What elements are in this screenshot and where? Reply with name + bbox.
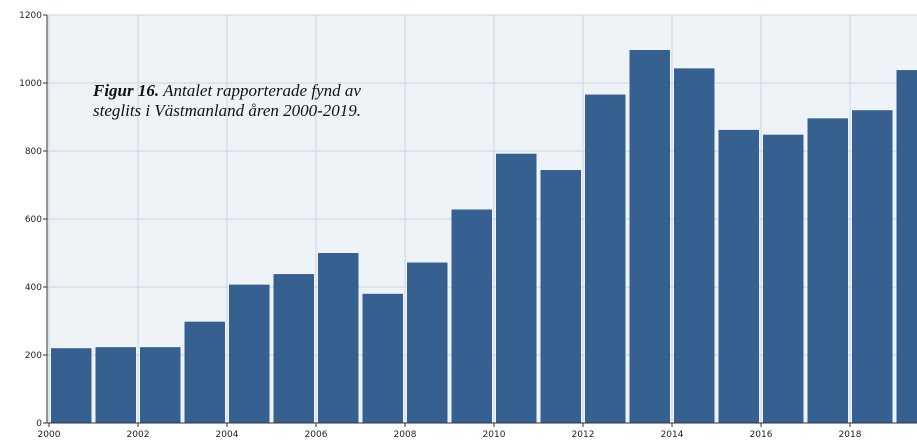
- bar-2002: [140, 347, 181, 423]
- bar-2015: [718, 129, 759, 424]
- y-tick-labels: 0 200 400 600 800 1000 1200: [19, 11, 42, 429]
- y-tick-label: 1000: [19, 79, 42, 89]
- figure-caption: Figur 16. Antalet rapporterade fynd av s…: [93, 81, 393, 121]
- bar-2006: [318, 253, 359, 423]
- bar-2004: [229, 284, 270, 423]
- y-tick-label: 800: [25, 147, 42, 157]
- x-tick-label: 2004: [216, 430, 239, 440]
- x-tick-label: 2008: [394, 430, 417, 440]
- bar-2011: [540, 170, 581, 423]
- bar-2017: [807, 118, 848, 424]
- x-tick-label: 2002: [127, 430, 150, 440]
- bar-2013: [629, 50, 670, 424]
- x-tick-label: 2014: [661, 430, 684, 440]
- bar-2016: [763, 134, 804, 423]
- bar-2000: [51, 348, 92, 423]
- bar-2014: [674, 68, 715, 423]
- x-tick-label: 2012: [572, 430, 595, 440]
- y-tick-label: 200: [25, 351, 42, 361]
- axes: [46, 15, 917, 424]
- x-tick-label: 2000: [38, 430, 61, 440]
- bar-2003: [184, 321, 225, 423]
- bar-2009: [451, 209, 492, 423]
- y-tick-label: 0: [36, 419, 42, 429]
- x-tick-label: 2006: [305, 430, 328, 440]
- bar-2007: [362, 293, 403, 423]
- bar-2012: [585, 94, 626, 423]
- bar-2018: [852, 110, 893, 423]
- y-tick-label: 1200: [19, 11, 42, 21]
- figure-label: Figur 16.: [93, 81, 160, 100]
- bar-2001: [95, 347, 136, 423]
- y-tick-label: 600: [25, 215, 42, 225]
- x-tick-label: 2018: [839, 430, 862, 440]
- bar-2019: [896, 70, 917, 423]
- bars: [51, 50, 917, 424]
- y-tick-label: 400: [25, 283, 42, 293]
- bar-2005: [273, 274, 314, 423]
- bar-2008: [407, 262, 448, 423]
- bar-2010: [496, 153, 537, 423]
- x-tick-labels: 2000 2002 2004 2006 2008 2010 2012 2014 2016 2018: [38, 423, 862, 440]
- x-tick-label: 2010: [483, 430, 506, 440]
- x-tick-label: 2016: [750, 430, 773, 440]
- caption-text: Antalet rapporterade fynd av steglits i …: [93, 81, 362, 120]
